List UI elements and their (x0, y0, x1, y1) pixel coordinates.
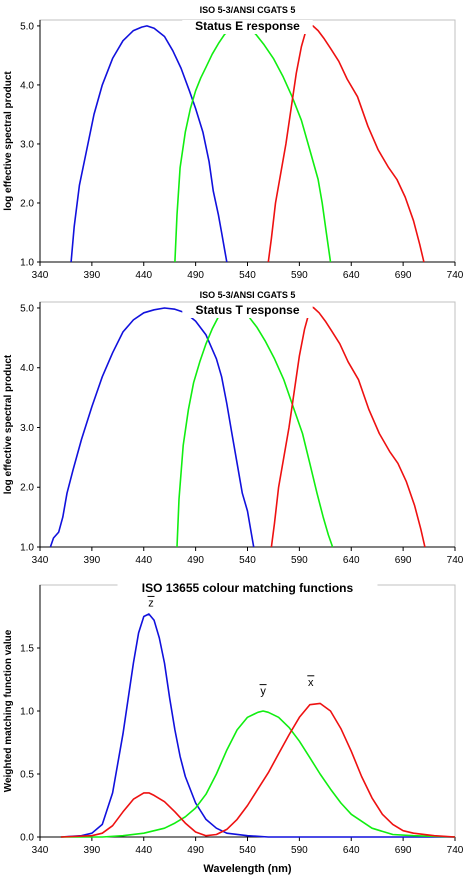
series-line-green (60, 710, 456, 838)
x-tick-label: 340 (32, 845, 49, 856)
x-tick-label: 690 (395, 845, 412, 856)
y-tick-label: 5.0 (20, 21, 34, 32)
y-tick-label: 3.0 (20, 139, 34, 150)
x-tick-label: 490 (187, 845, 204, 856)
y-axis-label: log effective spectral product (3, 71, 14, 211)
y-tick-label: 1.0 (20, 258, 34, 269)
chart-title: ISO 13655 colour matching functions (142, 581, 354, 595)
series-line-blue (70, 25, 228, 263)
y-tick-label: 3.0 (20, 423, 34, 434)
title-bg (182, 304, 313, 318)
x-tick-label: 640 (343, 845, 360, 856)
x-tick-label: 390 (84, 270, 101, 281)
series-line-blue (60, 613, 455, 838)
chart-title: Status E response (195, 19, 300, 33)
curve-annotation-x: x (308, 677, 314, 689)
x-tick-label: 340 (32, 555, 49, 566)
x-tick-label: 690 (395, 555, 412, 566)
x-tick-label: 540 (239, 555, 256, 566)
plot-area (39, 301, 456, 548)
x-tick-label: 740 (447, 270, 464, 281)
y-tick-label: 1.5 (20, 644, 34, 655)
x-tick-label: 440 (135, 555, 152, 566)
x-tick-label: 590 (291, 270, 308, 281)
x-tick-label: 340 (32, 270, 49, 281)
y-tick-label: 5.0 (20, 303, 34, 314)
y-axis-label: Weighted matching function value (3, 629, 14, 792)
x-tick-label: 490 (187, 555, 204, 566)
x-tick-label: 740 (447, 555, 464, 566)
x-tick-label: 390 (84, 555, 101, 566)
y-axis-label: log effective spectral product (3, 354, 14, 494)
y-tick-label: 4.0 (20, 80, 34, 91)
chart-panel-1: 1.0 2.0 3.0 4.0 5.0 340 390 440 490 540 590 640 690 7… (3, 4, 464, 281)
x-tick-label: 640 (343, 270, 360, 281)
curve-annotation-z: z (148, 597, 154, 609)
y-tick-label: 2.0 (20, 483, 34, 494)
curve-annotation-y: y (260, 686, 266, 698)
title-bg (182, 20, 313, 34)
chart-panel-3: 0.0 0.5 1.0 1.5 340 390 440 490 540 590 640 690 740 W… (3, 581, 464, 875)
x-tick-label: 740 (447, 845, 464, 856)
x-tick-label: 440 (135, 270, 152, 281)
title-bg (117, 582, 378, 596)
plot-area (39, 584, 456, 838)
x-tick-label: 490 (187, 270, 204, 281)
y-tick-label: 1.0 (20, 543, 34, 554)
x-tick-label: 690 (395, 270, 412, 281)
y-tick-label: 0.0 (20, 833, 34, 844)
x-tick-label: 640 (343, 555, 360, 566)
y-tick-label: 0.5 (20, 770, 34, 781)
y-tick-label: 4.0 (20, 363, 34, 374)
x-tick-label: 540 (239, 270, 256, 281)
chart-supertitle: ISO 5-3/ANSI CGATS 5 (200, 290, 296, 300)
supertitle-bg (183, 289, 312, 300)
y-tick-label: 2.0 (20, 198, 34, 209)
series-line-red (267, 23, 425, 263)
y-tick-label: 1.0 (20, 707, 34, 718)
x-axis-label: Wavelength (nm) (203, 863, 292, 875)
series-line-blue (49, 307, 255, 548)
series-line-red (270, 306, 426, 548)
series-line-red (60, 702, 456, 838)
x-tick-label: 590 (291, 555, 308, 566)
chart-supertitle: ISO 5-3/ANSI CGATS 5 (200, 5, 296, 15)
x-tick-label: 440 (135, 845, 152, 856)
x-tick-label: 590 (291, 845, 308, 856)
x-tick-label: 390 (84, 845, 101, 856)
supertitle-bg (183, 4, 312, 15)
chart-panel-2: 1.0 2.0 3.0 4.0 5.0 340 390 440 490 540 590 640 690 7… (3, 289, 464, 566)
chart-title: Status T response (195, 303, 299, 317)
plot-area (39, 19, 456, 263)
x-tick-label: 540 (239, 845, 256, 856)
